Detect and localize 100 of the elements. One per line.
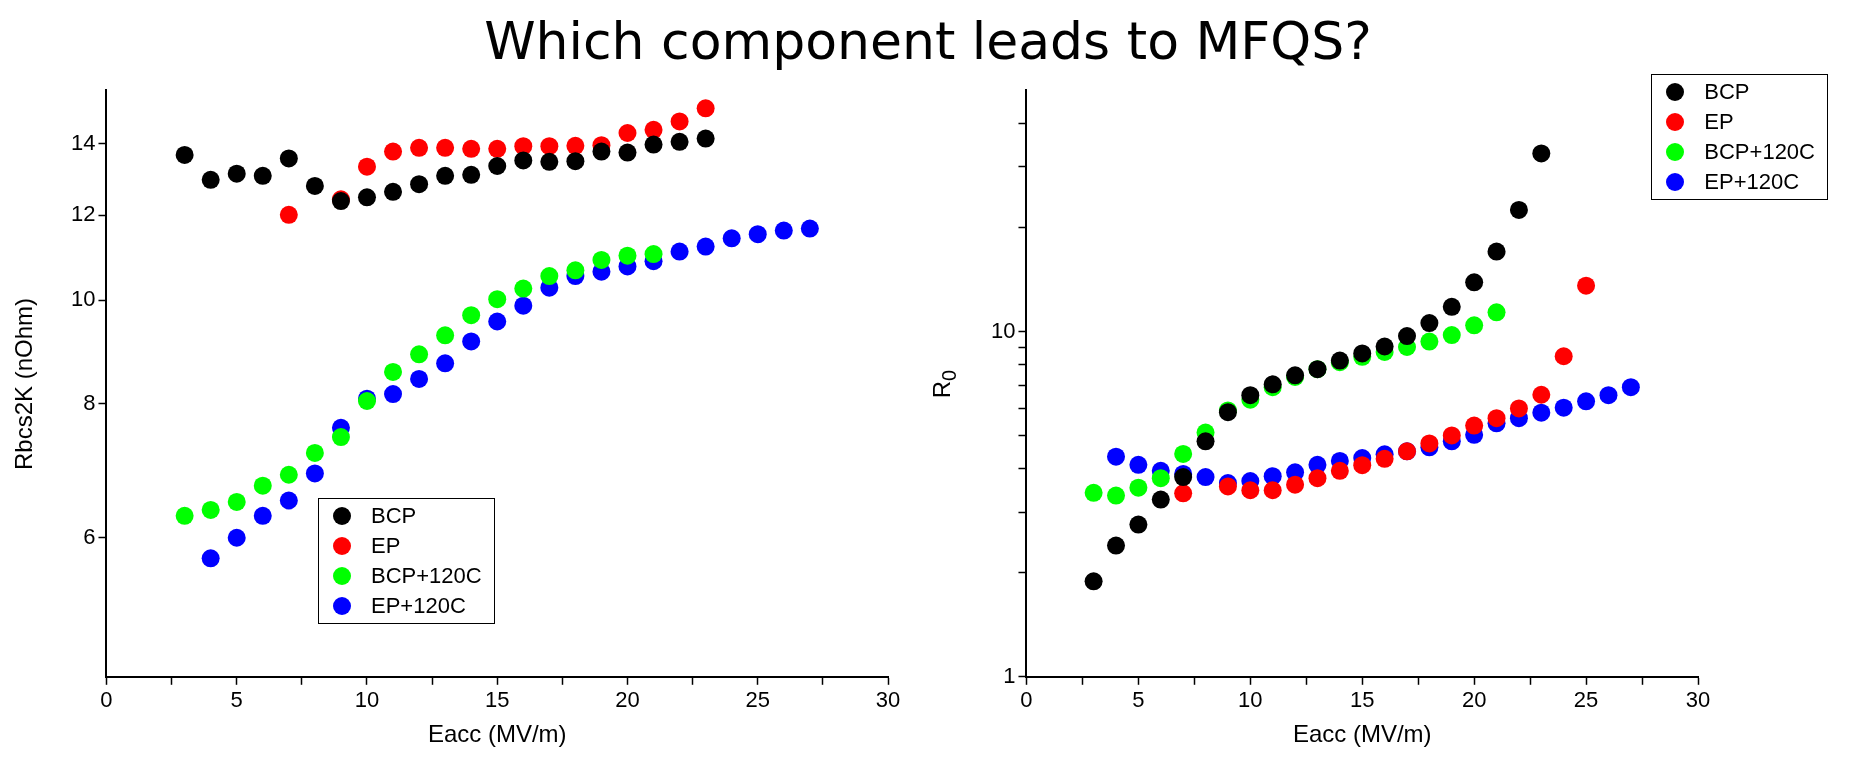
y-tick-label: 10 <box>70 286 96 312</box>
point <box>279 465 298 484</box>
point <box>1532 144 1551 163</box>
x-tick-label: 30 <box>875 687 901 713</box>
point <box>410 175 429 194</box>
point <box>618 143 637 162</box>
point <box>1129 478 1148 497</box>
x-axis-title: Eacc (MV/m) <box>427 720 567 748</box>
point <box>1442 297 1461 316</box>
y-axis-title: Rbcs2K (nOhm) <box>10 297 38 471</box>
point <box>227 164 246 183</box>
point <box>227 492 246 511</box>
x-tick-label: 0 <box>100 687 113 713</box>
y-tick-label: 6 <box>83 523 96 549</box>
point <box>410 345 429 364</box>
point <box>514 296 533 315</box>
point <box>1129 455 1148 474</box>
point <box>253 166 272 185</box>
point <box>1487 409 1506 428</box>
point <box>566 136 585 155</box>
chart-title: Which component leads to MFQS? <box>483 10 1373 73</box>
point <box>1554 398 1573 417</box>
legend-label: EP+120C <box>371 593 466 619</box>
legend-label: EP <box>1704 109 1734 135</box>
point <box>1151 469 1170 488</box>
point <box>1577 276 1596 295</box>
point <box>1509 399 1528 418</box>
legend-label: BCP <box>1704 79 1750 105</box>
point <box>436 326 455 345</box>
point <box>748 225 767 244</box>
point <box>670 242 689 261</box>
point <box>279 205 298 224</box>
point <box>1554 347 1573 366</box>
point <box>1196 468 1215 487</box>
point <box>253 506 272 525</box>
point <box>1174 468 1193 487</box>
point <box>436 354 455 373</box>
x-tick-label: 15 <box>1349 687 1375 713</box>
x-tick-label: 0 <box>1020 687 1033 713</box>
point <box>305 464 324 483</box>
point <box>1107 486 1126 505</box>
point <box>1353 456 1372 475</box>
y-tick-label: 12 <box>70 201 96 227</box>
point <box>1465 316 1484 335</box>
point <box>696 237 715 256</box>
x-tick-label: 20 <box>1461 687 1487 713</box>
point <box>1107 536 1126 555</box>
point <box>279 149 298 168</box>
x-tick-label: 25 <box>745 687 770 713</box>
point <box>618 246 637 265</box>
point <box>384 362 403 381</box>
point <box>1375 449 1394 468</box>
point <box>1174 484 1193 503</box>
point <box>1621 378 1640 397</box>
point <box>462 165 481 184</box>
point <box>357 157 376 176</box>
point <box>644 245 663 264</box>
point <box>462 306 481 325</box>
legend-label: BCP <box>371 503 417 529</box>
point <box>1151 490 1170 509</box>
x-tick-label: 15 <box>484 687 510 713</box>
point <box>1241 386 1260 405</box>
point <box>1286 475 1305 494</box>
point <box>227 528 246 547</box>
point <box>1532 385 1551 404</box>
point <box>1107 447 1126 466</box>
y-tick-label: 14 <box>70 129 96 155</box>
point <box>592 142 611 161</box>
point <box>1487 303 1506 322</box>
point <box>1487 242 1506 261</box>
point <box>1420 434 1439 453</box>
point <box>514 151 533 170</box>
point <box>201 549 220 568</box>
point <box>618 124 637 143</box>
x-tick-label: 30 <box>1685 687 1711 713</box>
point <box>1084 572 1103 591</box>
point <box>384 385 403 404</box>
point <box>462 332 481 351</box>
point <box>488 156 507 175</box>
point <box>1263 481 1282 500</box>
legend-label: EP+120C <box>1704 169 1800 195</box>
y-tick-label: 1 <box>1003 662 1016 688</box>
point <box>540 267 559 286</box>
point <box>540 152 559 171</box>
point <box>201 500 220 519</box>
point <box>1241 481 1260 500</box>
point <box>1599 386 1618 405</box>
point <box>384 142 403 161</box>
point <box>305 176 324 195</box>
point <box>357 188 376 207</box>
point <box>175 145 194 164</box>
legend-label: EP <box>371 533 401 559</box>
point <box>1174 444 1193 463</box>
point <box>566 152 585 171</box>
point <box>436 166 455 185</box>
point <box>279 491 298 510</box>
point <box>1330 461 1349 480</box>
point <box>1420 332 1439 351</box>
point <box>175 506 194 525</box>
y-tick-label: 8 <box>83 389 96 415</box>
